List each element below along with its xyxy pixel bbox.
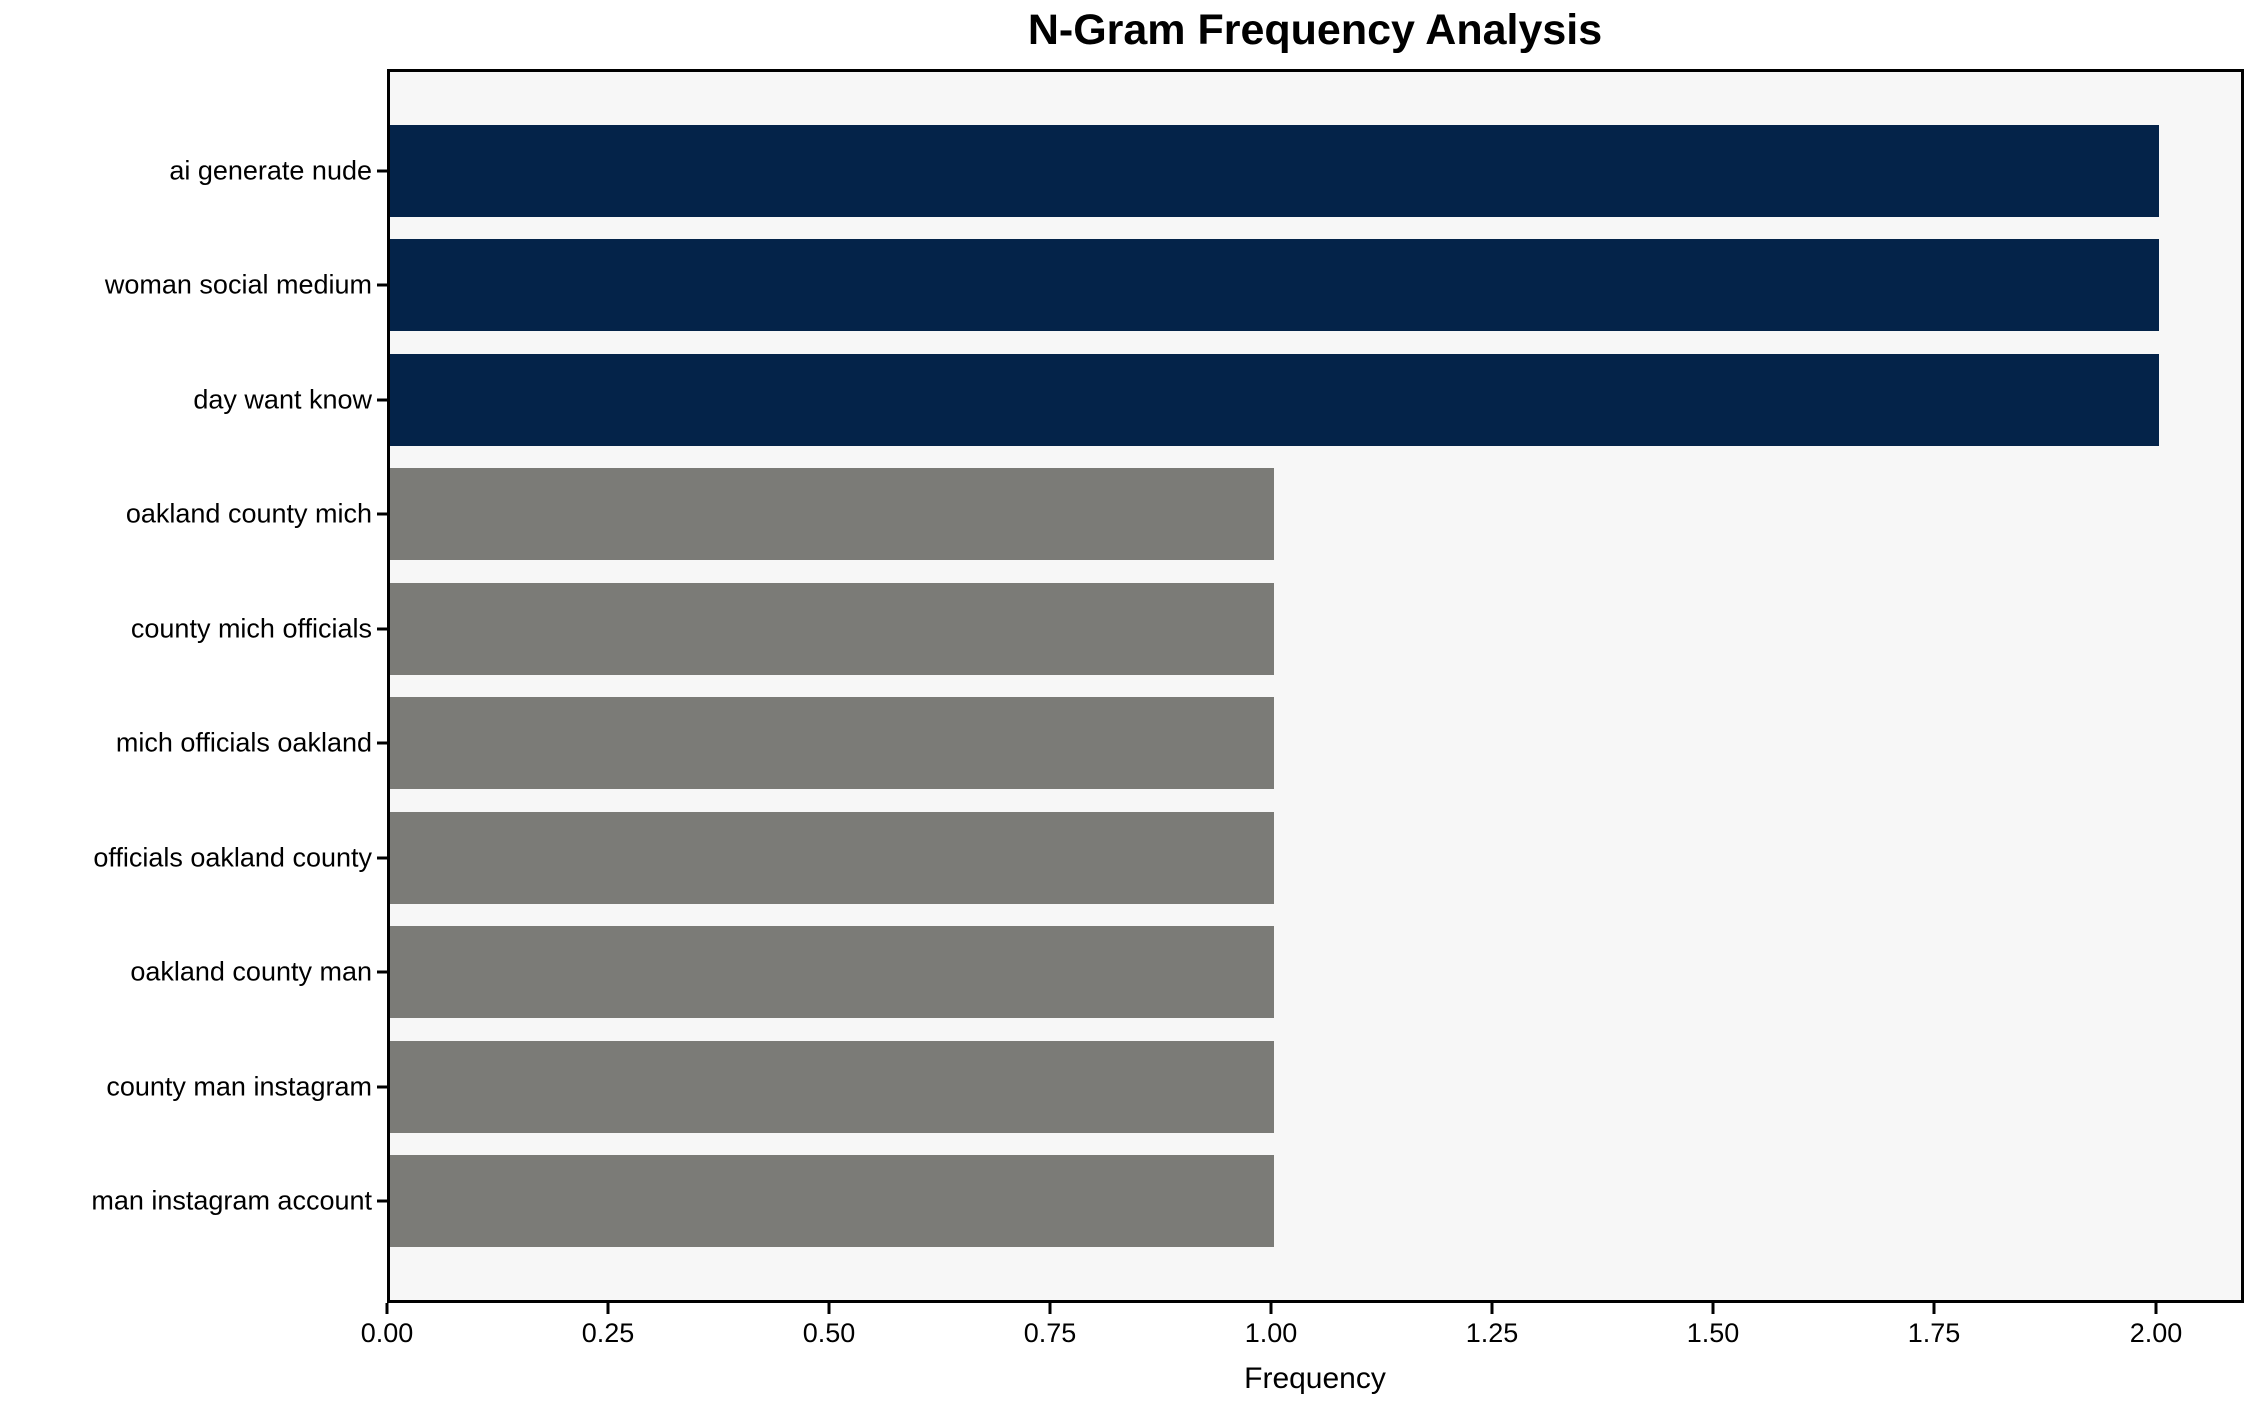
y-tick-mark — [377, 856, 387, 860]
bar-woman-social-medium — [390, 239, 2159, 331]
x-tick-mark — [606, 1303, 610, 1314]
bar-oakland-county-man — [390, 926, 1274, 1018]
y-tick-mark — [377, 283, 387, 287]
x-tick-mark — [1932, 1303, 1936, 1314]
y-tick-label: woman social medium — [104, 269, 372, 300]
bar-ai-generate-nude — [390, 125, 2159, 217]
x-tick-label: 2.00 — [2129, 1318, 2183, 1348]
x-tick-mark — [1490, 1303, 1494, 1314]
x-tick-mark — [1711, 1303, 1715, 1314]
x-tick-label: 0.50 — [802, 1318, 856, 1348]
bar-county-mich-officials — [390, 583, 1274, 675]
x-tick-label: 1.25 — [1465, 1318, 1519, 1348]
y-tick-label: day want know — [193, 384, 372, 415]
x-tick-mark — [2154, 1303, 2158, 1314]
y-tick-mark — [377, 1199, 387, 1203]
x-tick-mark — [385, 1303, 389, 1314]
y-tick-mark — [377, 169, 387, 173]
bar-day-want-know — [390, 354, 2159, 446]
bar-mich-officials-oakland — [390, 697, 1274, 789]
y-tick-mark — [377, 970, 387, 974]
chart-title: N-Gram Frequency Analysis — [1027, 6, 1603, 54]
x-tick-label: 1.00 — [1244, 1318, 1298, 1348]
y-tick-label: man instagram account — [91, 1185, 372, 1216]
y-tick-mark — [377, 1085, 387, 1089]
y-tick-label: mich officials oakland — [115, 727, 372, 758]
x-tick-label: 0.00 — [360, 1318, 414, 1348]
bar-officials-oakland-county — [390, 812, 1274, 904]
y-tick-mark — [377, 512, 387, 516]
plot-area — [387, 69, 2244, 1303]
y-tick-label: county man instagram — [106, 1071, 372, 1102]
x-tick-mark — [827, 1303, 831, 1314]
x-axis-label: Frequency — [1244, 1362, 1386, 1395]
x-tick-mark — [1269, 1303, 1273, 1314]
y-tick-mark — [377, 398, 387, 402]
y-tick-label: oakland county mich — [125, 498, 372, 529]
bar-county-man-instagram — [390, 1041, 1274, 1133]
y-tick-mark — [377, 627, 387, 631]
x-tick-label: 1.50 — [1686, 1318, 1740, 1348]
bar-oakland-county-mich — [390, 468, 1274, 560]
x-tick-mark — [1048, 1303, 1052, 1314]
x-tick-label: 1.75 — [1907, 1318, 1961, 1348]
y-tick-label: officials oakland county — [93, 842, 372, 873]
y-tick-mark — [377, 741, 387, 745]
bar-man-instagram-account — [390, 1155, 1274, 1247]
y-tick-label: ai generate nude — [169, 155, 372, 186]
y-tick-label: oakland county man — [130, 956, 372, 987]
y-tick-label: county mich officials — [130, 613, 372, 644]
x-tick-label: 0.75 — [1023, 1318, 1077, 1348]
x-tick-label: 0.25 — [581, 1318, 635, 1348]
